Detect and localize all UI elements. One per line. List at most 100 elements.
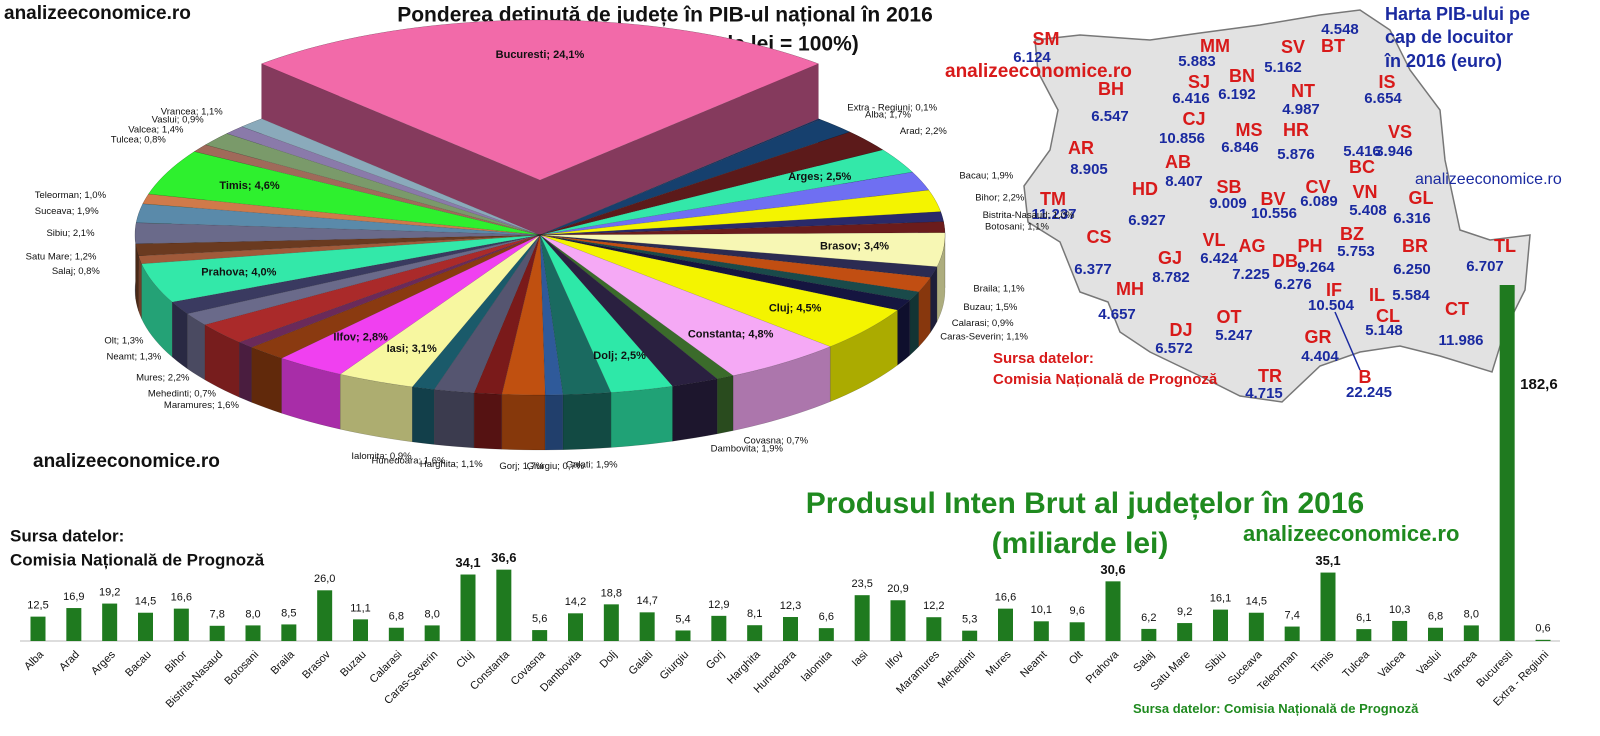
pie-slice-side bbox=[340, 373, 413, 443]
bar bbox=[675, 630, 691, 641]
pie-slice bbox=[148, 151, 541, 236]
watermark: analizeeconomice.ro bbox=[945, 61, 1132, 82]
pie-category: Braila bbox=[973, 283, 998, 294]
county-code: BR bbox=[1402, 236, 1428, 256]
map-title: Harta PIB-ului pe bbox=[1385, 4, 1530, 24]
bar bbox=[1248, 612, 1264, 641]
bar-value-label: 16,6 bbox=[171, 592, 192, 604]
pie-value-label: 0,9% bbox=[992, 318, 1014, 329]
bar-value-label: 14,5 bbox=[135, 596, 156, 608]
bar-value-label: 7,4 bbox=[1285, 609, 1300, 621]
pie-separator: ; bbox=[356, 332, 363, 344]
source-text: Comisia Națională de Prognoză bbox=[1224, 701, 1419, 716]
pie-slice-side bbox=[239, 341, 252, 403]
pie-category: Olt bbox=[104, 335, 117, 346]
county-value: 5.876 bbox=[1277, 146, 1315, 163]
county-code: IS bbox=[1378, 72, 1395, 92]
pie-separator: ; bbox=[986, 170, 991, 181]
pie-value-label: 1,9% bbox=[992, 170, 1014, 181]
pie-slice-side bbox=[412, 386, 435, 445]
bar bbox=[30, 616, 46, 641]
bar bbox=[1428, 627, 1443, 641]
county-value: 4.987 bbox=[1282, 101, 1320, 118]
pie-separator: ; bbox=[790, 302, 797, 314]
bar-title: Produsul Inten Brut al județelor în 2016 bbox=[806, 487, 1364, 520]
bar-value-label: 5,3 bbox=[962, 614, 977, 626]
county-value: 5.416 bbox=[1343, 143, 1381, 160]
bar-subtitle: (miliarde lei) bbox=[992, 527, 1169, 560]
source-line: Sursa datelor: Comisia Națională de Prog… bbox=[1133, 701, 1419, 716]
pie-slice-side bbox=[473, 392, 503, 450]
pie-value-label: 1,1% bbox=[461, 459, 483, 470]
county-value: 7.225 bbox=[1232, 266, 1270, 283]
pie-category: Mures bbox=[136, 372, 163, 383]
bar-value-label: 6,6 bbox=[819, 611, 834, 623]
pie-slice bbox=[433, 234, 541, 394]
bar bbox=[66, 608, 82, 641]
pie-label: Bacau; 1,9% bbox=[959, 170, 1013, 181]
bar-category-label: Sibiu bbox=[1203, 649, 1229, 675]
pie-slice bbox=[260, 19, 820, 181]
pie-slice-side bbox=[501, 394, 546, 451]
county-code: MH bbox=[1116, 279, 1144, 299]
bar-value-label: 5,4 bbox=[675, 613, 690, 625]
county-code: TR bbox=[1258, 366, 1282, 386]
pie-value-label: 2,5% bbox=[621, 350, 646, 362]
pie-label: Timis; 4,6% bbox=[219, 180, 280, 192]
pie-separator: ; bbox=[819, 171, 826, 183]
pie-slice bbox=[138, 234, 541, 265]
pie-value-label: 1,0% bbox=[84, 190, 106, 201]
bar bbox=[783, 617, 798, 641]
county-value: 6.192 bbox=[1218, 86, 1256, 103]
pie-slice bbox=[539, 234, 674, 393]
county-value: 6.846 bbox=[1221, 139, 1259, 156]
bar-value-label: 8,0 bbox=[245, 608, 260, 620]
bar bbox=[138, 612, 153, 641]
pie-category: Constanta bbox=[688, 328, 743, 340]
county-value: 6.124 bbox=[1013, 49, 1051, 66]
map-title: în 2016 (euro) bbox=[1384, 51, 1502, 71]
county-value: 6.276 bbox=[1274, 276, 1312, 293]
bar bbox=[926, 617, 942, 641]
bar-value-label: 10,3 bbox=[1389, 604, 1410, 616]
pie-label: Brasov; 3,4% bbox=[820, 240, 889, 252]
county-code: AR bbox=[1068, 138, 1094, 158]
bar bbox=[998, 608, 1013, 641]
bar-value-label: 16,1 bbox=[1210, 593, 1231, 605]
pie-separator: ; bbox=[884, 109, 889, 120]
county-value: 5.162 bbox=[1264, 59, 1302, 76]
pie-separator: ; bbox=[212, 400, 217, 411]
pie-slice bbox=[226, 126, 541, 236]
county-code: BN bbox=[1229, 66, 1255, 86]
pie-value-label: 1,6% bbox=[424, 455, 446, 466]
bar-value-label: 12,2 bbox=[923, 600, 944, 612]
bar bbox=[1284, 626, 1300, 641]
county-value: 9.009 bbox=[1209, 195, 1247, 212]
pie-category: Hunedoara bbox=[372, 455, 420, 466]
bar bbox=[1213, 609, 1228, 641]
county-value: 9.264 bbox=[1297, 259, 1335, 276]
bar-category-label: Tulcea bbox=[1340, 648, 1372, 680]
bar bbox=[568, 613, 583, 641]
bar-category-label: Mures bbox=[984, 648, 1014, 678]
pie-separator: ; bbox=[68, 228, 73, 239]
watermark: analizeeconomice.ro bbox=[1243, 521, 1459, 546]
bar bbox=[1392, 620, 1408, 641]
county-value: 4.548 bbox=[1321, 21, 1359, 38]
pie-category: Arad bbox=[900, 126, 920, 137]
pie-category: Cluj bbox=[769, 302, 790, 314]
bar-value-label: 8,0 bbox=[425, 608, 440, 620]
pie-category: Galati bbox=[566, 459, 591, 470]
pie-separator: ; bbox=[781, 435, 786, 446]
pie-label: Sibiu; 2,1% bbox=[46, 228, 95, 239]
pie-slice bbox=[134, 222, 541, 245]
pie-category: Sibiu bbox=[46, 228, 67, 239]
pie-slice bbox=[280, 234, 541, 375]
pie-label: Vaslui; 0,9% bbox=[152, 114, 205, 125]
pie-slice-side bbox=[434, 389, 475, 449]
bar-value-label: 8,5 bbox=[281, 607, 296, 619]
pie-slice bbox=[539, 171, 930, 236]
pie-label: Bihor; 2,2% bbox=[975, 192, 1025, 203]
bar-value-label: 10,1 bbox=[1031, 604, 1052, 616]
